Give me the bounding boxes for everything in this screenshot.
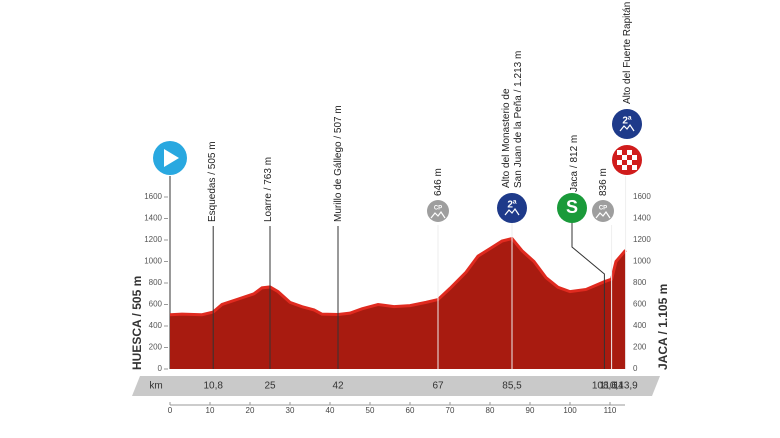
- waypoint-label: Loarre / 763 m: [263, 157, 274, 222]
- x-tick-label: 110: [604, 406, 617, 415]
- mountain-glyph: [619, 123, 635, 132]
- y2-tick-label: 1600: [633, 192, 651, 201]
- km-mark-label: 10,8: [203, 381, 223, 392]
- start-label: HUESCA / 505 m: [130, 276, 144, 370]
- y2-tick-label: 1200: [633, 235, 651, 244]
- flag-square: [622, 165, 627, 170]
- waypoint-label: Alto del Monasterio deSan Juan de la Peñ…: [501, 51, 524, 188]
- waypoint-icon-label: CP: [434, 206, 442, 212]
- x-tick-label: 10: [206, 406, 215, 415]
- km-band: [132, 376, 660, 396]
- mountain-glyph: [504, 207, 520, 216]
- x-tick-label: 80: [486, 406, 495, 415]
- x-tick-label: 40: [326, 406, 335, 415]
- waypoint-label-line: Alto del Monasterio de: [501, 88, 512, 188]
- waypoint-label-line: Jaca / 812 m: [569, 135, 580, 192]
- waypoint-icon-label: CP: [599, 206, 607, 212]
- waypoint-line: [571, 222, 605, 369]
- km-mark-label: 85,5: [502, 381, 522, 392]
- waypoint-icon-label: S: [566, 197, 578, 217]
- y-tick-label: 800: [149, 278, 163, 287]
- y-tick-label: 400: [149, 321, 163, 330]
- x-tick-label: 50: [366, 406, 375, 415]
- y-tick-label: 1200: [144, 235, 162, 244]
- y-tick-label: 1600: [144, 192, 162, 201]
- flag-square: [632, 155, 637, 160]
- x-tick-label: 60: [406, 406, 415, 415]
- flag-square: [617, 150, 622, 155]
- km-mark-label: 108,6: [592, 381, 617, 392]
- waypoint-label-line: 646 m: [433, 168, 444, 196]
- mountain-glyph: [595, 210, 611, 219]
- y-tick-label: 200: [149, 343, 163, 352]
- flag-square: [617, 160, 622, 165]
- x-tick-label: 100: [563, 406, 577, 415]
- y-tick-label: 1000: [144, 257, 162, 266]
- x-tick-label: 30: [286, 406, 295, 415]
- y2-tick-label: 600: [633, 300, 647, 309]
- waypoint-label-line: Alto del Fuerte Rapitán: [622, 2, 633, 104]
- x-tick-label: 70: [446, 406, 455, 415]
- x-tick-label: 0: [168, 406, 173, 415]
- waypoint-label: Murillo de Gállego / 507 m: [333, 105, 344, 222]
- y2-tick-label: 1400: [633, 214, 651, 223]
- waypoint-icon-label: 2ª: [507, 200, 517, 211]
- x-tick-label: 90: [526, 406, 535, 415]
- km-mark-label: 25: [264, 381, 276, 392]
- y2-tick-label: 1000: [633, 257, 651, 266]
- y2-tick-label: 800: [633, 278, 647, 287]
- waypoint-label: Esquedas / 505 m: [207, 141, 218, 222]
- start-arrow: [164, 149, 179, 167]
- flag-square: [627, 150, 632, 155]
- elevation-area: [170, 238, 626, 369]
- waypoint-label: 646 m: [433, 168, 444, 196]
- waypoint-icon: [497, 193, 527, 223]
- flag-square: [632, 165, 637, 170]
- waypoint-label-line: 836 m: [598, 168, 609, 196]
- waypoint-label: 836 m: [598, 168, 609, 196]
- y-tick-label: 600: [149, 300, 163, 309]
- y2-tick-label: 0: [633, 364, 638, 373]
- waypoint-label-line: Murillo de Gállego / 507 m: [333, 105, 344, 222]
- waypoint-label: Alto del Fuerte Rapitán: [622, 2, 633, 104]
- flag-square: [627, 160, 632, 165]
- y2-tick-label: 200: [633, 343, 647, 352]
- waypoint-label-line: Esquedas / 505 m: [207, 141, 218, 222]
- waypoint-icon-label: 2ª: [622, 116, 632, 127]
- km-label: km: [149, 381, 162, 392]
- finish-label: JACA / 1.105 m: [656, 284, 670, 370]
- y-tick-label: 1400: [144, 214, 162, 223]
- y2-tick-label: 400: [633, 321, 647, 330]
- km-mark-label: 113,9: [613, 381, 638, 392]
- waypoint-icon: [612, 109, 642, 139]
- waypoint-label-line: Loarre / 763 m: [263, 157, 274, 222]
- flag-square: [622, 155, 627, 160]
- mountain-glyph: [430, 210, 446, 219]
- elevation-line: [169, 236, 627, 317]
- y-tick-label: 0: [158, 364, 163, 373]
- x-tick-label: 20: [246, 406, 255, 415]
- finish-flag: [612, 145, 642, 175]
- km-mark-label: 67: [432, 381, 444, 392]
- waypoint-label: Jaca / 812 m: [569, 135, 580, 192]
- waypoint-icon: [557, 193, 587, 223]
- km-mark-label: 42: [332, 381, 344, 392]
- waypoint-label-line: San Juan de la Peña / 1.213 m: [513, 51, 524, 188]
- km-mark-label: 110,4: [599, 381, 624, 392]
